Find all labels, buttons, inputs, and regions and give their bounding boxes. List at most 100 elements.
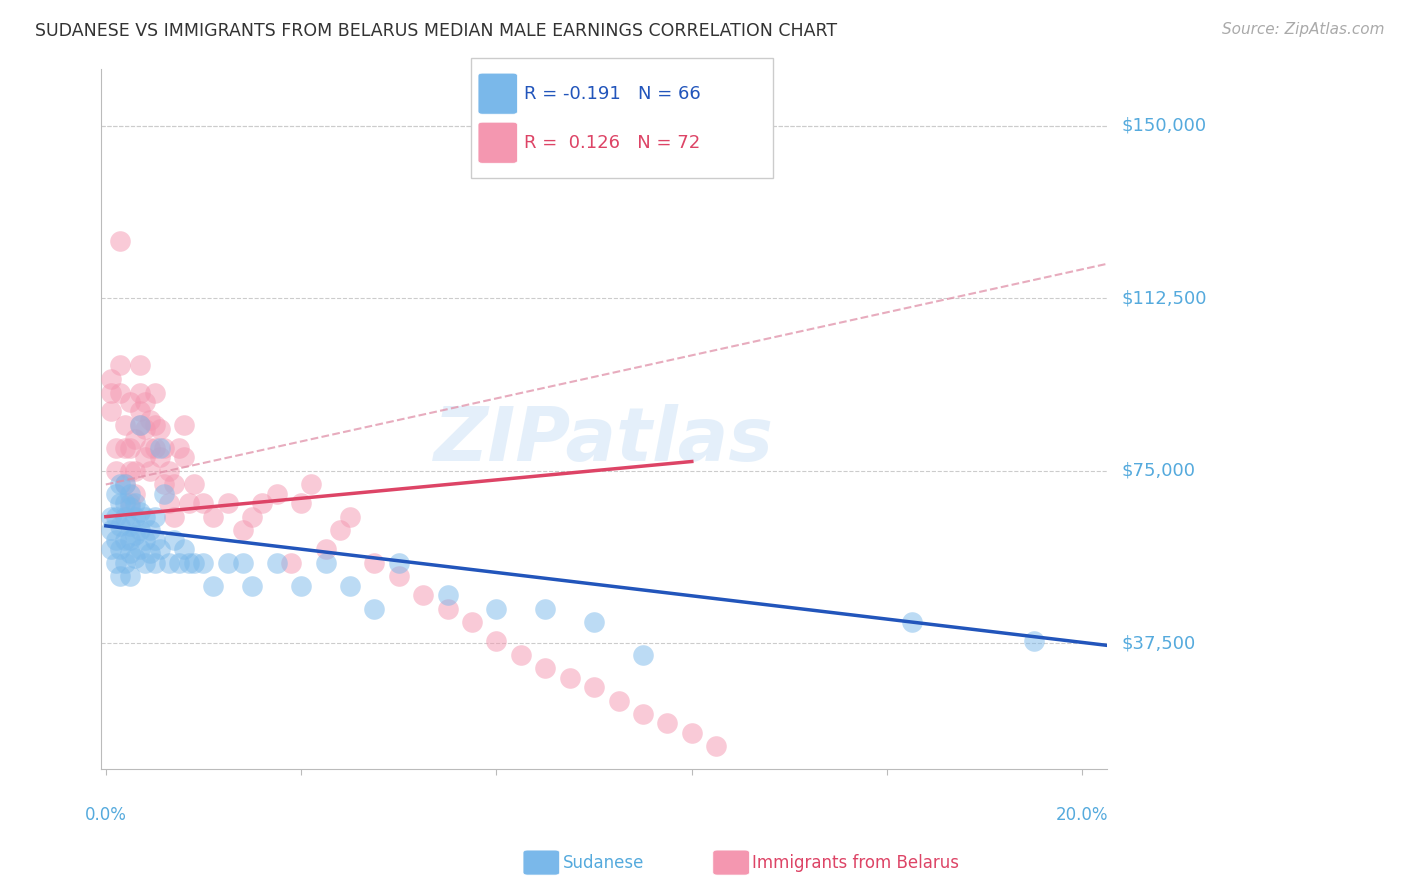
Point — [124, 528, 146, 542]
Point — [143, 441, 166, 455]
Point — [290, 496, 312, 510]
Point — [148, 541, 170, 556]
Text: $150,000: $150,000 — [1122, 117, 1206, 135]
Point — [436, 601, 458, 615]
Point — [631, 648, 654, 662]
Point — [534, 661, 557, 675]
Point — [104, 486, 127, 500]
Point — [143, 385, 166, 400]
Point — [114, 556, 136, 570]
Point — [240, 509, 263, 524]
Point — [134, 422, 156, 436]
Point — [315, 556, 337, 570]
Point — [250, 496, 273, 510]
Point — [100, 372, 122, 386]
Point — [120, 569, 142, 583]
Point — [104, 464, 127, 478]
Point — [114, 533, 136, 547]
Point — [104, 533, 127, 547]
Point — [290, 579, 312, 593]
Point — [485, 601, 508, 615]
Point — [114, 417, 136, 432]
Point — [104, 509, 127, 524]
Point — [114, 441, 136, 455]
Point — [148, 450, 170, 464]
Point — [153, 477, 176, 491]
Point — [134, 533, 156, 547]
Point — [148, 441, 170, 455]
Point — [157, 556, 180, 570]
Point — [129, 417, 152, 432]
Point — [100, 524, 122, 538]
Text: $75,000: $75,000 — [1122, 462, 1195, 480]
Point — [299, 477, 322, 491]
Point — [704, 739, 727, 754]
Point — [217, 556, 239, 570]
Point — [1022, 633, 1045, 648]
Point — [100, 509, 122, 524]
Point — [120, 394, 142, 409]
Point — [134, 450, 156, 464]
Point — [124, 464, 146, 478]
Text: Immigrants from Belarus: Immigrants from Belarus — [752, 854, 959, 871]
Point — [143, 509, 166, 524]
Text: 0.0%: 0.0% — [84, 806, 127, 824]
Point — [120, 500, 142, 515]
Point — [110, 234, 132, 248]
Point — [129, 417, 152, 432]
Point — [339, 579, 361, 593]
Point — [363, 601, 385, 615]
Point — [120, 496, 142, 510]
Point — [110, 477, 132, 491]
Point — [173, 450, 195, 464]
Point — [100, 385, 122, 400]
Point — [110, 358, 132, 372]
Point — [120, 546, 142, 560]
Point — [167, 556, 190, 570]
Point — [436, 588, 458, 602]
Point — [110, 496, 132, 510]
Point — [143, 533, 166, 547]
Point — [558, 671, 581, 685]
Point — [120, 464, 142, 478]
Point — [129, 404, 152, 418]
Point — [193, 496, 215, 510]
Point — [202, 509, 225, 524]
Point — [104, 556, 127, 570]
Point — [129, 524, 152, 538]
Point — [232, 556, 254, 570]
Point — [110, 541, 132, 556]
Point — [240, 579, 263, 593]
Point — [124, 509, 146, 524]
Text: $112,500: $112,500 — [1122, 289, 1206, 308]
Point — [129, 358, 152, 372]
Text: SUDANESE VS IMMIGRANTS FROM BELARUS MEDIAN MALE EARNINGS CORRELATION CHART: SUDANESE VS IMMIGRANTS FROM BELARUS MEDI… — [35, 22, 838, 40]
Point — [104, 441, 127, 455]
Point — [163, 477, 186, 491]
Point — [183, 477, 205, 491]
Point — [134, 556, 156, 570]
Text: 20.0%: 20.0% — [1056, 806, 1109, 824]
Text: Source: ZipAtlas.com: Source: ZipAtlas.com — [1222, 22, 1385, 37]
Point — [363, 556, 385, 570]
Point — [124, 486, 146, 500]
Point — [114, 509, 136, 524]
Point — [485, 633, 508, 648]
Point — [120, 441, 142, 455]
Point — [266, 556, 288, 570]
Point — [134, 509, 156, 524]
Point — [657, 716, 679, 731]
Point — [153, 486, 176, 500]
Point — [139, 524, 162, 538]
Point — [143, 417, 166, 432]
Point — [388, 569, 411, 583]
Point — [100, 404, 122, 418]
Point — [148, 422, 170, 436]
Point — [193, 556, 215, 570]
Point — [110, 569, 132, 583]
Point — [900, 615, 922, 630]
Point — [110, 385, 132, 400]
Point — [280, 556, 302, 570]
Point — [217, 496, 239, 510]
Point — [167, 441, 190, 455]
